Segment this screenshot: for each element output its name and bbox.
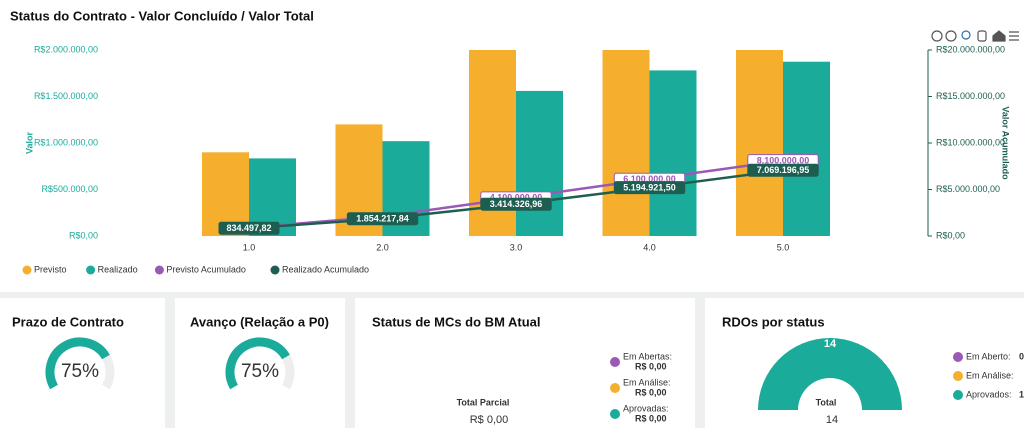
legend-label: Realizado — [98, 264, 138, 274]
gauge-value — [225, 337, 290, 390]
zoom-out-button[interactable] — [945, 30, 957, 42]
total-title: Total Parcial — [457, 397, 510, 407]
x-tick-label: 5.0 — [777, 242, 790, 252]
legend-label: Previsto Acumulado — [166, 264, 246, 274]
data-label: 7.069.196,95 — [757, 165, 810, 175]
bar — [602, 50, 650, 236]
legend-label: Previsto — [34, 264, 67, 274]
donut-segment — [758, 337, 902, 410]
x-tick-label: 2.0 — [376, 242, 389, 252]
total-value: R$ 0,00 — [470, 414, 509, 426]
bar — [516, 90, 563, 236]
y-tick-label: R$500.000,00 — [41, 184, 98, 194]
y2-axis-title: Valor Acumulado — [1001, 106, 1011, 180]
y2-tick-label: R$10.000.000,00 — [936, 137, 1005, 147]
legend-label: Em Abertas: — [623, 351, 672, 361]
legend-marker — [610, 409, 620, 419]
card — [175, 298, 345, 428]
y-tick-label: R$2.000.000,00 — [34, 44, 98, 54]
legend-value: R$ 0,00 — [635, 361, 667, 371]
y-axis-title: Valor — [24, 131, 34, 154]
data-label-box — [218, 221, 280, 235]
bar — [649, 70, 697, 236]
card-title: Prazo de Contrato — [12, 314, 124, 329]
legend-label: Em Análise: — [623, 377, 671, 387]
legend-marker — [953, 352, 963, 362]
data-label: 5.194.921,50 — [623, 183, 676, 193]
card-title: Status de MCs do BM Atual — [372, 314, 541, 329]
data-label: 8.100.000,00 — [757, 156, 810, 166]
y-tick-label: R$1.500.000,00 — [34, 91, 98, 101]
card-title: Avanço (Relação a P0) — [190, 314, 329, 329]
legend-label: Em Análise: — [966, 370, 1014, 380]
data-label: 834.497,82 — [226, 223, 271, 233]
card — [0, 298, 165, 428]
y2-tick-label: R$20.000.000,00 — [936, 44, 1005, 54]
y-tick-label: R$1.000.000,00 — [34, 137, 98, 147]
total-value: 14 — [826, 414, 838, 426]
card — [355, 298, 695, 428]
legend-value: R$ 0,00 — [635, 387, 667, 397]
legend-label: Realizado Acumulado — [282, 264, 369, 274]
legend-marker — [610, 357, 620, 367]
y2-tick-label: R$5.000.000,00 — [936, 184, 1000, 194]
x-tick-label: 3.0 — [510, 242, 523, 252]
legend-value: R$ 0,00 — [635, 413, 667, 423]
gauge-label: 75% — [61, 361, 99, 382]
zoom-in-button[interactable] — [931, 30, 943, 42]
data-label-box — [613, 181, 686, 195]
data-label-box — [747, 163, 819, 177]
gauge-value — [45, 337, 110, 390]
legend-value: 0 — [1019, 351, 1024, 361]
legend-marker — [86, 265, 96, 275]
legend-marker — [154, 265, 164, 275]
x-tick-label: 1.0 — [243, 242, 256, 252]
data-label-box — [346, 212, 419, 226]
pan-button[interactable] — [977, 30, 987, 42]
total-title: Total — [816, 397, 837, 407]
bar — [783, 61, 830, 236]
reset-button[interactable] — [992, 30, 1006, 42]
legend-label: Em Aberto: — [966, 351, 1011, 361]
toolbar — [931, 30, 1019, 42]
y-tick-label: R$0,00 — [69, 230, 98, 240]
data-label-box — [480, 197, 552, 211]
bar — [736, 50, 783, 236]
menu-button[interactable] — [1009, 31, 1019, 41]
zoom-button[interactable] — [961, 30, 971, 40]
legend-marker — [953, 390, 963, 400]
card-title: RDOs por status — [722, 314, 825, 329]
segment-label: 14 — [824, 338, 837, 350]
legend-marker — [270, 265, 280, 275]
legend-value: 14 — [1019, 389, 1024, 399]
data-label: 3.414.326,96 — [490, 199, 543, 209]
legend-label: Aprovados: — [966, 389, 1012, 399]
legend-marker — [22, 265, 32, 275]
y2-tick-label: R$15.000.000,00 — [936, 91, 1005, 101]
y2-tick-label: R$0,00 — [936, 230, 965, 240]
gauge-label: 75% — [241, 361, 279, 382]
data-label: 4.100.000,00 — [490, 193, 543, 203]
chart-title: Status do Contrato - Valor Concluído / V… — [10, 8, 314, 23]
data-label: 6.100.000,00 — [623, 174, 676, 184]
x-tick-label: 4.0 — [643, 242, 656, 252]
data-label: 1.854.217,84 — [356, 214, 409, 224]
legend-label: Aprovadas: — [623, 403, 669, 413]
legend-marker — [610, 383, 620, 393]
legend-marker — [953, 371, 963, 381]
